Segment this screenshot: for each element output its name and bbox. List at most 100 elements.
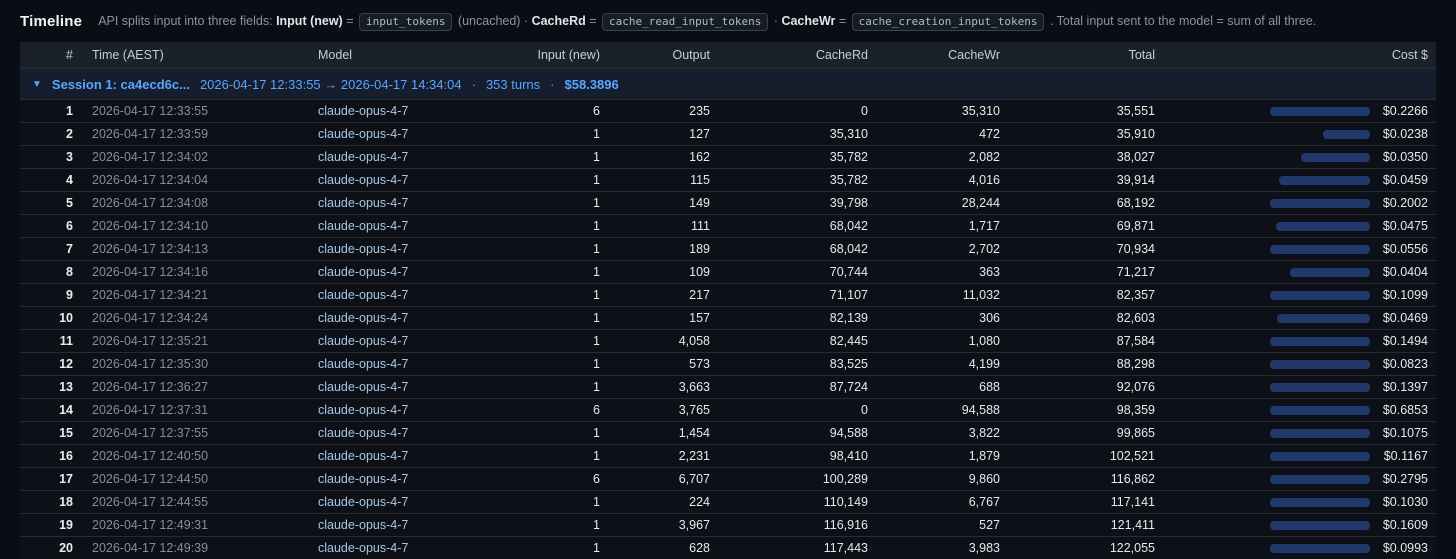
- table-row[interactable]: 15 2026-04-17 12:37:55 claude-opus-4-7 1…: [20, 421, 1436, 444]
- table-row[interactable]: 1 2026-04-17 12:33:55 claude-opus-4-7 6 …: [20, 99, 1436, 122]
- table-row[interactable]: 7 2026-04-17 12:34:13 claude-opus-4-7 1 …: [20, 237, 1436, 260]
- cell-output: 235: [689, 104, 710, 118]
- cell-time: 2026-04-17 12:34:16: [92, 265, 209, 279]
- cell-cacherd: 0: [861, 403, 868, 417]
- cell-model: claude-opus-4-7: [318, 541, 409, 555]
- cell-cost-group: $0.1075: [1155, 426, 1436, 440]
- cell-cacherd: 82,139: [829, 311, 868, 325]
- cell-cachewr: 11,032: [962, 288, 1000, 302]
- cell-cost: $0.0993: [1382, 541, 1428, 555]
- cell-output: 1,454: [678, 426, 710, 440]
- cell-num: 18: [59, 495, 73, 509]
- session-turn-count: 353 turns: [485, 76, 541, 92]
- cell-cacherd: 94,588: [829, 426, 868, 440]
- cost-bar-track: [1270, 405, 1370, 415]
- column-header-model: Model: [318, 48, 353, 62]
- cell-output: 628: [689, 541, 710, 555]
- cost-bar: [1270, 543, 1370, 553]
- table-row[interactable]: 9 2026-04-17 12:34:21 claude-opus-4-7 1 …: [20, 283, 1436, 306]
- table-row[interactable]: 18 2026-04-17 12:44:55 claude-opus-4-7 1…: [20, 490, 1436, 513]
- table-row[interactable]: 17 2026-04-17 12:44:50 claude-opus-4-7 6…: [20, 467, 1436, 490]
- cell-time: 2026-04-17 12:44:55: [92, 495, 209, 509]
- table-row[interactable]: 5 2026-04-17 12:34:08 claude-opus-4-7 1 …: [20, 191, 1436, 214]
- cell-input: 1: [593, 495, 600, 509]
- cell-model: claude-opus-4-7: [318, 173, 409, 187]
- cell-input: 1: [593, 380, 600, 394]
- cell-cost-group: $0.0238: [1155, 127, 1436, 141]
- cell-total: 88,298: [1116, 357, 1155, 371]
- cell-input: 1: [593, 288, 600, 302]
- cost-bar-track: [1270, 198, 1370, 208]
- description-text: =: [585, 14, 601, 28]
- table-row[interactable]: 8 2026-04-17 12:34:16 claude-opus-4-7 1 …: [20, 260, 1436, 283]
- cell-cachewr: 1,879: [968, 449, 1000, 463]
- cell-cost: $0.1030: [1382, 495, 1428, 509]
- cost-bar: [1270, 106, 1370, 116]
- cell-num: 14: [59, 403, 73, 417]
- cost-bar: [1270, 359, 1370, 369]
- cell-cost: $0.0823: [1382, 357, 1428, 371]
- table-row[interactable]: 10 2026-04-17 12:34:24 claude-opus-4-7 1…: [20, 306, 1436, 329]
- table-row[interactable]: 4 2026-04-17 12:34:04 claude-opus-4-7 1 …: [20, 168, 1436, 191]
- cell-cost-group: $0.2002: [1155, 196, 1436, 210]
- cell-cost-group: $0.0350: [1155, 150, 1436, 164]
- cell-output: 189: [689, 242, 710, 256]
- table-row[interactable]: 11 2026-04-17 12:35:21 claude-opus-4-7 1…: [20, 329, 1436, 352]
- cost-bar: [1270, 405, 1370, 415]
- cell-output: 162: [689, 150, 710, 164]
- session-header-row[interactable]: ▼ Session 1: ca4ecd6c... 2026-04-17 12:3…: [20, 68, 1436, 99]
- cell-time: 2026-04-17 12:49:31: [92, 518, 209, 532]
- cell-num: 16: [59, 449, 73, 463]
- cell-total: 92,076: [1116, 380, 1155, 394]
- cell-model: claude-opus-4-7: [318, 265, 409, 279]
- cell-cost: $0.0469: [1382, 311, 1428, 325]
- cell-cacherd: 87,724: [829, 380, 868, 394]
- cell-total: 82,603: [1116, 311, 1155, 325]
- cell-cost-group: $0.1099: [1155, 288, 1436, 302]
- table-row[interactable]: 13 2026-04-17 12:36:27 claude-opus-4-7 1…: [20, 375, 1436, 398]
- timeline-table: # Time (AEST) Model Input (new) Output C…: [20, 42, 1436, 559]
- cell-cacherd: 68,042: [829, 219, 868, 233]
- cell-time: 2026-04-17 12:49:39: [92, 541, 209, 555]
- cell-time: 2026-04-17 12:33:55: [92, 104, 209, 118]
- cell-total: 99,865: [1116, 426, 1155, 440]
- cell-output: 109: [689, 265, 710, 279]
- collapse-triangle-icon[interactable]: ▼: [32, 78, 42, 90]
- cost-bar: [1270, 244, 1370, 254]
- cell-input: 1: [593, 541, 600, 555]
- description-text: . Total input sent to the model = sum of…: [1046, 14, 1317, 28]
- cell-cachewr: 3,822: [968, 426, 1000, 440]
- table-row[interactable]: 2 2026-04-17 12:33:59 claude-opus-4-7 1 …: [20, 122, 1436, 145]
- cell-time: 2026-04-17 12:34:10: [92, 219, 209, 233]
- cell-cacherd: 116,916: [823, 518, 868, 532]
- cell-time: 2026-04-17 12:37:31: [92, 403, 209, 417]
- cell-cacherd: 35,782: [829, 150, 868, 164]
- cell-num: 7: [66, 242, 73, 256]
- cell-total: 70,934: [1116, 242, 1155, 256]
- cell-model: claude-opus-4-7: [318, 219, 409, 233]
- cell-cost: $0.0404: [1382, 265, 1428, 279]
- cell-cachewr: 3,983: [968, 541, 1000, 555]
- table-row[interactable]: 6 2026-04-17 12:34:10 claude-opus-4-7 1 …: [20, 214, 1436, 237]
- cell-input: 6: [593, 104, 600, 118]
- cell-cost-group: $0.0993: [1155, 541, 1436, 555]
- cell-cacherd: 68,042: [829, 242, 868, 256]
- description-text: CacheRd: [531, 14, 586, 28]
- cell-total: 121,411: [1110, 518, 1155, 532]
- table-row[interactable]: 12 2026-04-17 12:35:30 claude-opus-4-7 1…: [20, 352, 1436, 375]
- table-row[interactable]: 3 2026-04-17 12:34:02 claude-opus-4-7 1 …: [20, 145, 1436, 168]
- table-row[interactable]: 20 2026-04-17 12:49:39 claude-opus-4-7 1…: [20, 536, 1436, 559]
- cell-num: 4: [66, 173, 73, 187]
- description-text: =: [342, 14, 357, 28]
- table-row[interactable]: 14 2026-04-17 12:37:31 claude-opus-4-7 6…: [20, 398, 1436, 421]
- description-text: ·: [770, 14, 782, 28]
- cell-num: 19: [59, 518, 73, 532]
- cell-output: 111: [690, 219, 710, 233]
- table-row[interactable]: 19 2026-04-17 12:49:31 claude-opus-4-7 1…: [20, 513, 1436, 536]
- cell-cachewr: 4,199: [968, 357, 1000, 371]
- cell-time: 2026-04-17 12:34:13: [92, 242, 209, 256]
- table-row[interactable]: 16 2026-04-17 12:40:50 claude-opus-4-7 1…: [20, 444, 1436, 467]
- cell-cachewr: 9,860: [968, 472, 1000, 486]
- cell-total: 82,357: [1116, 288, 1155, 302]
- cost-bar: [1270, 474, 1370, 484]
